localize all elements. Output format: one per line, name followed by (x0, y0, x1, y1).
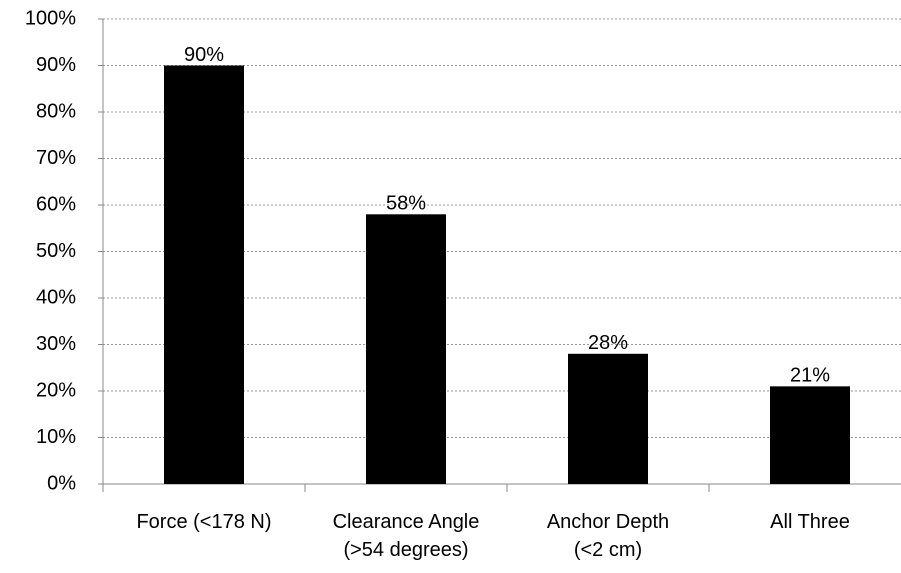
y-tick-label: 70% (36, 147, 76, 169)
x-tick-label: Clearance Angle (>54 degrees) (332, 511, 480, 561)
value-label: 28% (588, 332, 628, 354)
y-tick-label: 80% (36, 100, 76, 122)
y-tick-label: 30% (36, 333, 76, 355)
y-tick-label: 20% (36, 379, 76, 401)
y-tick-label: 0% (47, 472, 76, 494)
y-tick-label: 10% (36, 426, 76, 448)
y-tick-label: 60% (36, 193, 76, 215)
x-tick-label: All Three (770, 511, 850, 533)
y-tick-label: 90% (36, 54, 76, 76)
value-label: 90% (184, 44, 224, 66)
bar (366, 214, 446, 485)
x-tick-label: Force (<178 N) (136, 511, 272, 533)
bar (770, 386, 850, 484)
bar (568, 353, 648, 484)
y-tick-label: 100% (25, 7, 76, 29)
y-tick-label: 50% (36, 240, 76, 262)
value-label: 58% (386, 193, 426, 215)
x-tick-label: Anchor Depth (<2 cm) (546, 511, 670, 561)
bar (164, 65, 244, 484)
y-tick-label: 40% (36, 286, 76, 308)
value-label: 21% (790, 365, 830, 387)
